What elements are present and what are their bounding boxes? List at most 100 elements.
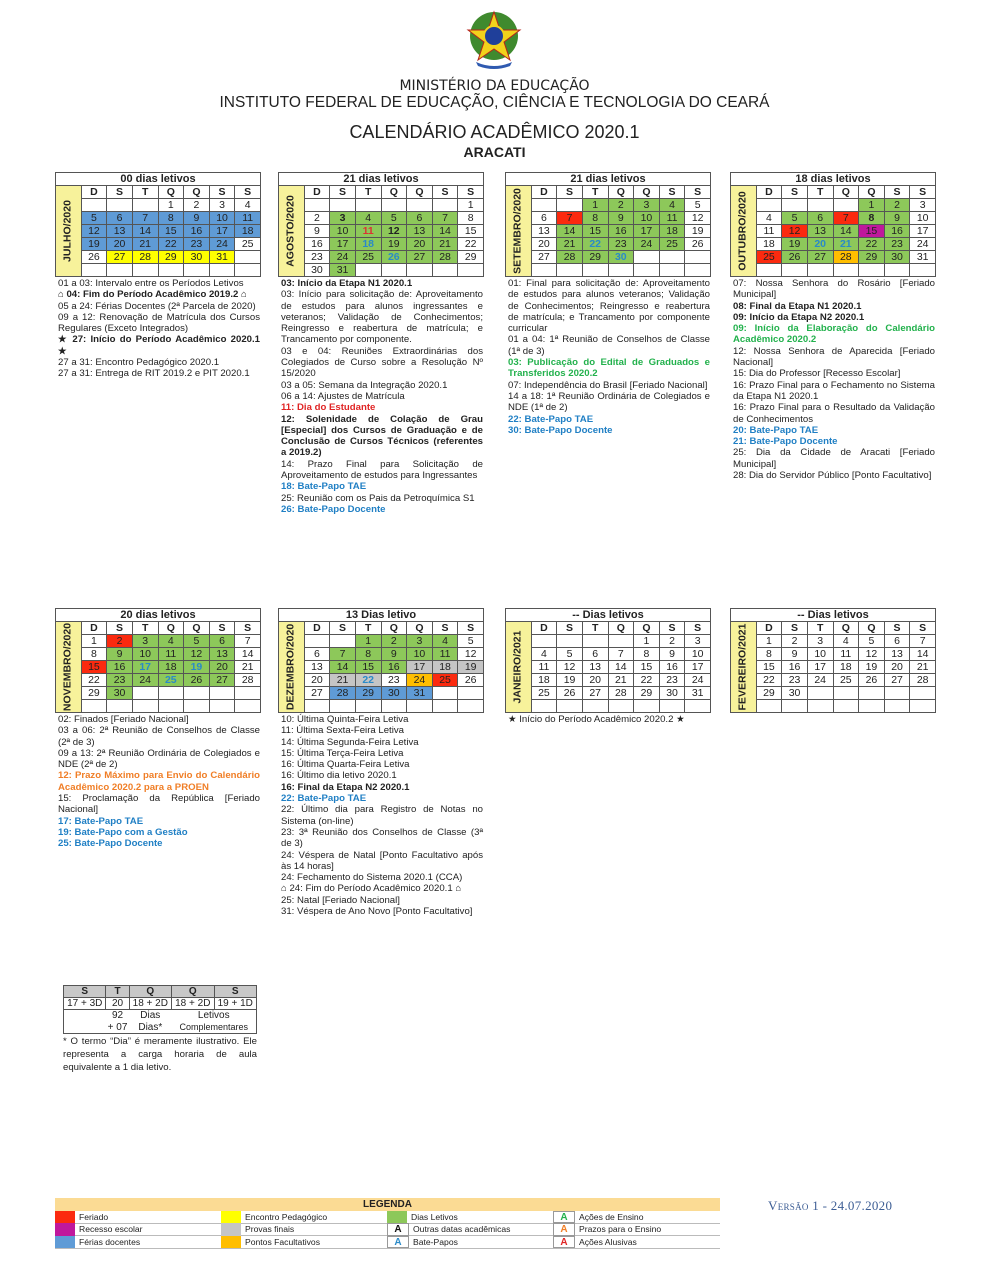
legend-item: A Ações Alusivas bbox=[553, 1235, 719, 1248]
day-cell bbox=[581, 699, 609, 713]
day-cell: 24 bbox=[329, 250, 356, 264]
day-cell: 15 bbox=[157, 224, 185, 238]
day-cell: 3 bbox=[684, 634, 711, 648]
event-note: 09 a 13: 2ª Reunião Ordinária de Colegia… bbox=[58, 747, 260, 771]
day-cell: 19 bbox=[684, 224, 711, 238]
week-row: 9 10 11 12 13 14 15 bbox=[279, 224, 484, 238]
day-cell: 19 bbox=[183, 660, 210, 674]
weekday-header: D bbox=[303, 621, 331, 635]
weekday-header: T bbox=[354, 185, 382, 199]
week-row: 29 30 bbox=[56, 686, 261, 700]
day-cell: 13 bbox=[303, 660, 331, 674]
event-note: ⌂ 04: Fim do Período Acadêmico 2019.2 ⌂ bbox=[58, 289, 247, 301]
legend-letter: A bbox=[553, 1235, 575, 1248]
day-cell: 12 bbox=[556, 660, 583, 674]
day-cell: 10 bbox=[329, 224, 356, 238]
day-cell bbox=[806, 699, 834, 713]
day-cell: 6 bbox=[806, 211, 834, 225]
event-note: 23: 3ª Reunião dos Conselhos de Classe (… bbox=[281, 826, 483, 850]
legend-label: Dias Letivos bbox=[411, 1211, 458, 1222]
legend-swatch bbox=[55, 1223, 75, 1236]
month-notes: 02: Finados [Feriado Nacional] 03 a 06: 2… bbox=[58, 714, 260, 850]
event-note: 24: Véspera de Natal [Ponto Facultativo … bbox=[281, 849, 483, 872]
day-cell bbox=[106, 263, 133, 277]
day-cell: 11 bbox=[354, 224, 382, 238]
week-row bbox=[279, 699, 484, 713]
day-cell: 22 bbox=[354, 673, 382, 687]
day-cell: 12 bbox=[684, 211, 711, 225]
week-row: 4 5 6 7 8 9 10 bbox=[731, 211, 936, 225]
day-cell bbox=[658, 263, 686, 277]
event-note: 15: Dia do Professor [Recesso Escolar] bbox=[733, 368, 901, 380]
day-cell bbox=[530, 198, 558, 212]
day-cell: 6 bbox=[106, 211, 133, 225]
legend-swatch bbox=[221, 1223, 241, 1236]
day-cell bbox=[80, 263, 108, 277]
day-cell bbox=[234, 263, 261, 277]
day-cell: 29 bbox=[858, 250, 885, 264]
day-cell: 18 bbox=[157, 660, 185, 674]
event-note: 03: Publicação do Edital de Graduados e … bbox=[508, 357, 710, 380]
day-cell: 2 bbox=[380, 634, 408, 648]
day-cell: 7 bbox=[909, 634, 936, 648]
weekday-header: Q bbox=[607, 621, 635, 635]
day-cell: 13 bbox=[581, 660, 609, 674]
day-cell: 3 bbox=[633, 198, 660, 212]
day-cell: 21 bbox=[131, 237, 159, 251]
day-cell: 14 bbox=[431, 224, 459, 238]
day-cell: 8 bbox=[457, 211, 484, 225]
day-cell: 24 bbox=[806, 673, 834, 687]
weekday-header: Q bbox=[157, 185, 185, 199]
day-cell bbox=[556, 699, 583, 713]
legend-label: Outras datas acadêmicas bbox=[413, 1224, 511, 1235]
day-cell: 30 bbox=[183, 250, 210, 264]
day-cell: 14 bbox=[131, 224, 159, 238]
week-row bbox=[56, 699, 261, 713]
day-cell: 2 bbox=[303, 211, 331, 225]
day-cell bbox=[607, 263, 635, 277]
weekday-header: S bbox=[431, 621, 459, 635]
day-cell: 20 bbox=[106, 237, 133, 251]
day-cell bbox=[658, 699, 686, 713]
day-cell bbox=[431, 198, 459, 212]
day-cell: 15 bbox=[858, 224, 885, 238]
day-cell: 23 bbox=[303, 250, 331, 264]
event-note: 12: Prazo Máximo para Envio do Calendári… bbox=[58, 770, 260, 793]
day-cell: 28 bbox=[607, 686, 635, 700]
day-cell: 28 bbox=[329, 686, 356, 700]
day-cell: 30 bbox=[303, 263, 331, 277]
event-note: 05 a 24: Férias Docentes (2ª Parcela de … bbox=[58, 300, 256, 312]
days-count-label: -- Dias letivos bbox=[730, 608, 936, 622]
day-cell: 23 bbox=[380, 673, 408, 687]
day-cell: 12 bbox=[781, 224, 808, 238]
day-cell: 8 bbox=[157, 211, 185, 225]
day-cell: 19 bbox=[781, 237, 808, 251]
letivos-label: Letivos bbox=[171, 1009, 257, 1022]
week-row: 11 12 13 14 15 16 17 bbox=[731, 224, 936, 238]
day-cell: 16 bbox=[303, 237, 331, 251]
event-note: 16: Final da Etapa N2 2020.1 bbox=[281, 781, 410, 793]
month-label: OUTUBRO/2020 bbox=[730, 185, 757, 277]
day-cell bbox=[530, 634, 558, 648]
day-cell: 19 bbox=[80, 237, 108, 251]
event-note: 25: Dia da Cidade de Aracati [Feriado Mu… bbox=[733, 447, 935, 470]
week-row: 13 14 15 16 17 18 19 bbox=[279, 660, 484, 674]
day-cell: 3 bbox=[909, 198, 936, 212]
day-cell: 19 bbox=[457, 660, 484, 674]
day-cell: 10 bbox=[208, 211, 236, 225]
week-row: 16 17 18 19 20 21 22 bbox=[279, 237, 484, 251]
event-note: 11: Dia do Estudante bbox=[281, 402, 376, 414]
day-cell bbox=[909, 263, 936, 277]
day-cell: 31 bbox=[329, 263, 356, 277]
day-cell: 23 bbox=[607, 237, 635, 251]
day-cell: 20 bbox=[806, 237, 834, 251]
day-cell: 5 bbox=[183, 634, 210, 648]
day-cell: 7 bbox=[607, 647, 635, 661]
day-cell: 6 bbox=[406, 211, 433, 225]
week-row: 22 23 24 25 26 27 28 bbox=[56, 673, 261, 687]
day-cell bbox=[684, 263, 711, 277]
day-cell: 22 bbox=[755, 673, 783, 687]
month-calendar: 20 dias letivos NOVEMBRO/2020 D S T Q Q S S 1 2 3 4 5… bbox=[55, 608, 261, 713]
day-cell: 22 bbox=[581, 237, 609, 251]
